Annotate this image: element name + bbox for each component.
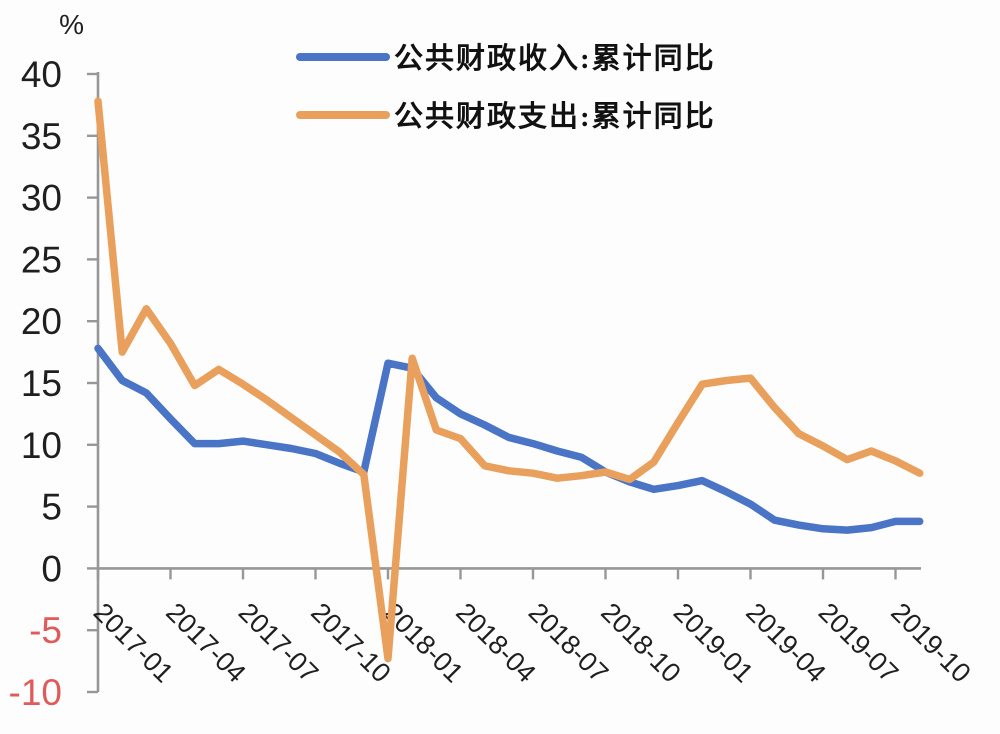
x-tick-label: 2019-01: [668, 597, 759, 688]
y-tick-label: 30: [21, 178, 62, 219]
chart-legend: 公共财政收入:累计同比 公共财政支出:累计同比: [296, 42, 716, 133]
y-tick-label: 0: [41, 548, 62, 589]
series-line-revenue: [94, 344, 924, 534]
x-tick-label: 2018-07: [523, 597, 614, 688]
x-tick-label: 2017-04: [160, 597, 251, 688]
y-tick-label: 10: [21, 425, 62, 466]
x-tick-label: 2019-04: [740, 597, 831, 688]
x-tick-label: 2017-01: [88, 597, 179, 688]
y-tick-label: 15: [21, 363, 62, 404]
legend-label-expenditure: 公共财政支出:累计同比: [394, 100, 716, 133]
legend-label-revenue: 公共财政收入:累计同比: [394, 42, 716, 75]
y-tick-label: 20: [21, 301, 62, 342]
y-axis-unit-label: %: [59, 9, 84, 40]
series-line-expenditure: [94, 97, 924, 663]
y-tick-label: -10: [9, 672, 62, 713]
y-tick-label: 5: [41, 487, 62, 528]
x-tick-label: 2019-07: [813, 597, 904, 688]
x-tick-label: 2018-04: [450, 597, 541, 688]
x-tick-label: 2019-10: [885, 597, 976, 688]
y-tick-label: 35: [21, 116, 62, 157]
x-tick-label: 2017-07: [233, 597, 324, 688]
x-tick-label: 2018-10: [595, 597, 686, 688]
y-tick-label: -5: [29, 610, 62, 651]
y-tick-label: 40: [21, 54, 62, 95]
y-tick-label: 25: [21, 239, 62, 280]
